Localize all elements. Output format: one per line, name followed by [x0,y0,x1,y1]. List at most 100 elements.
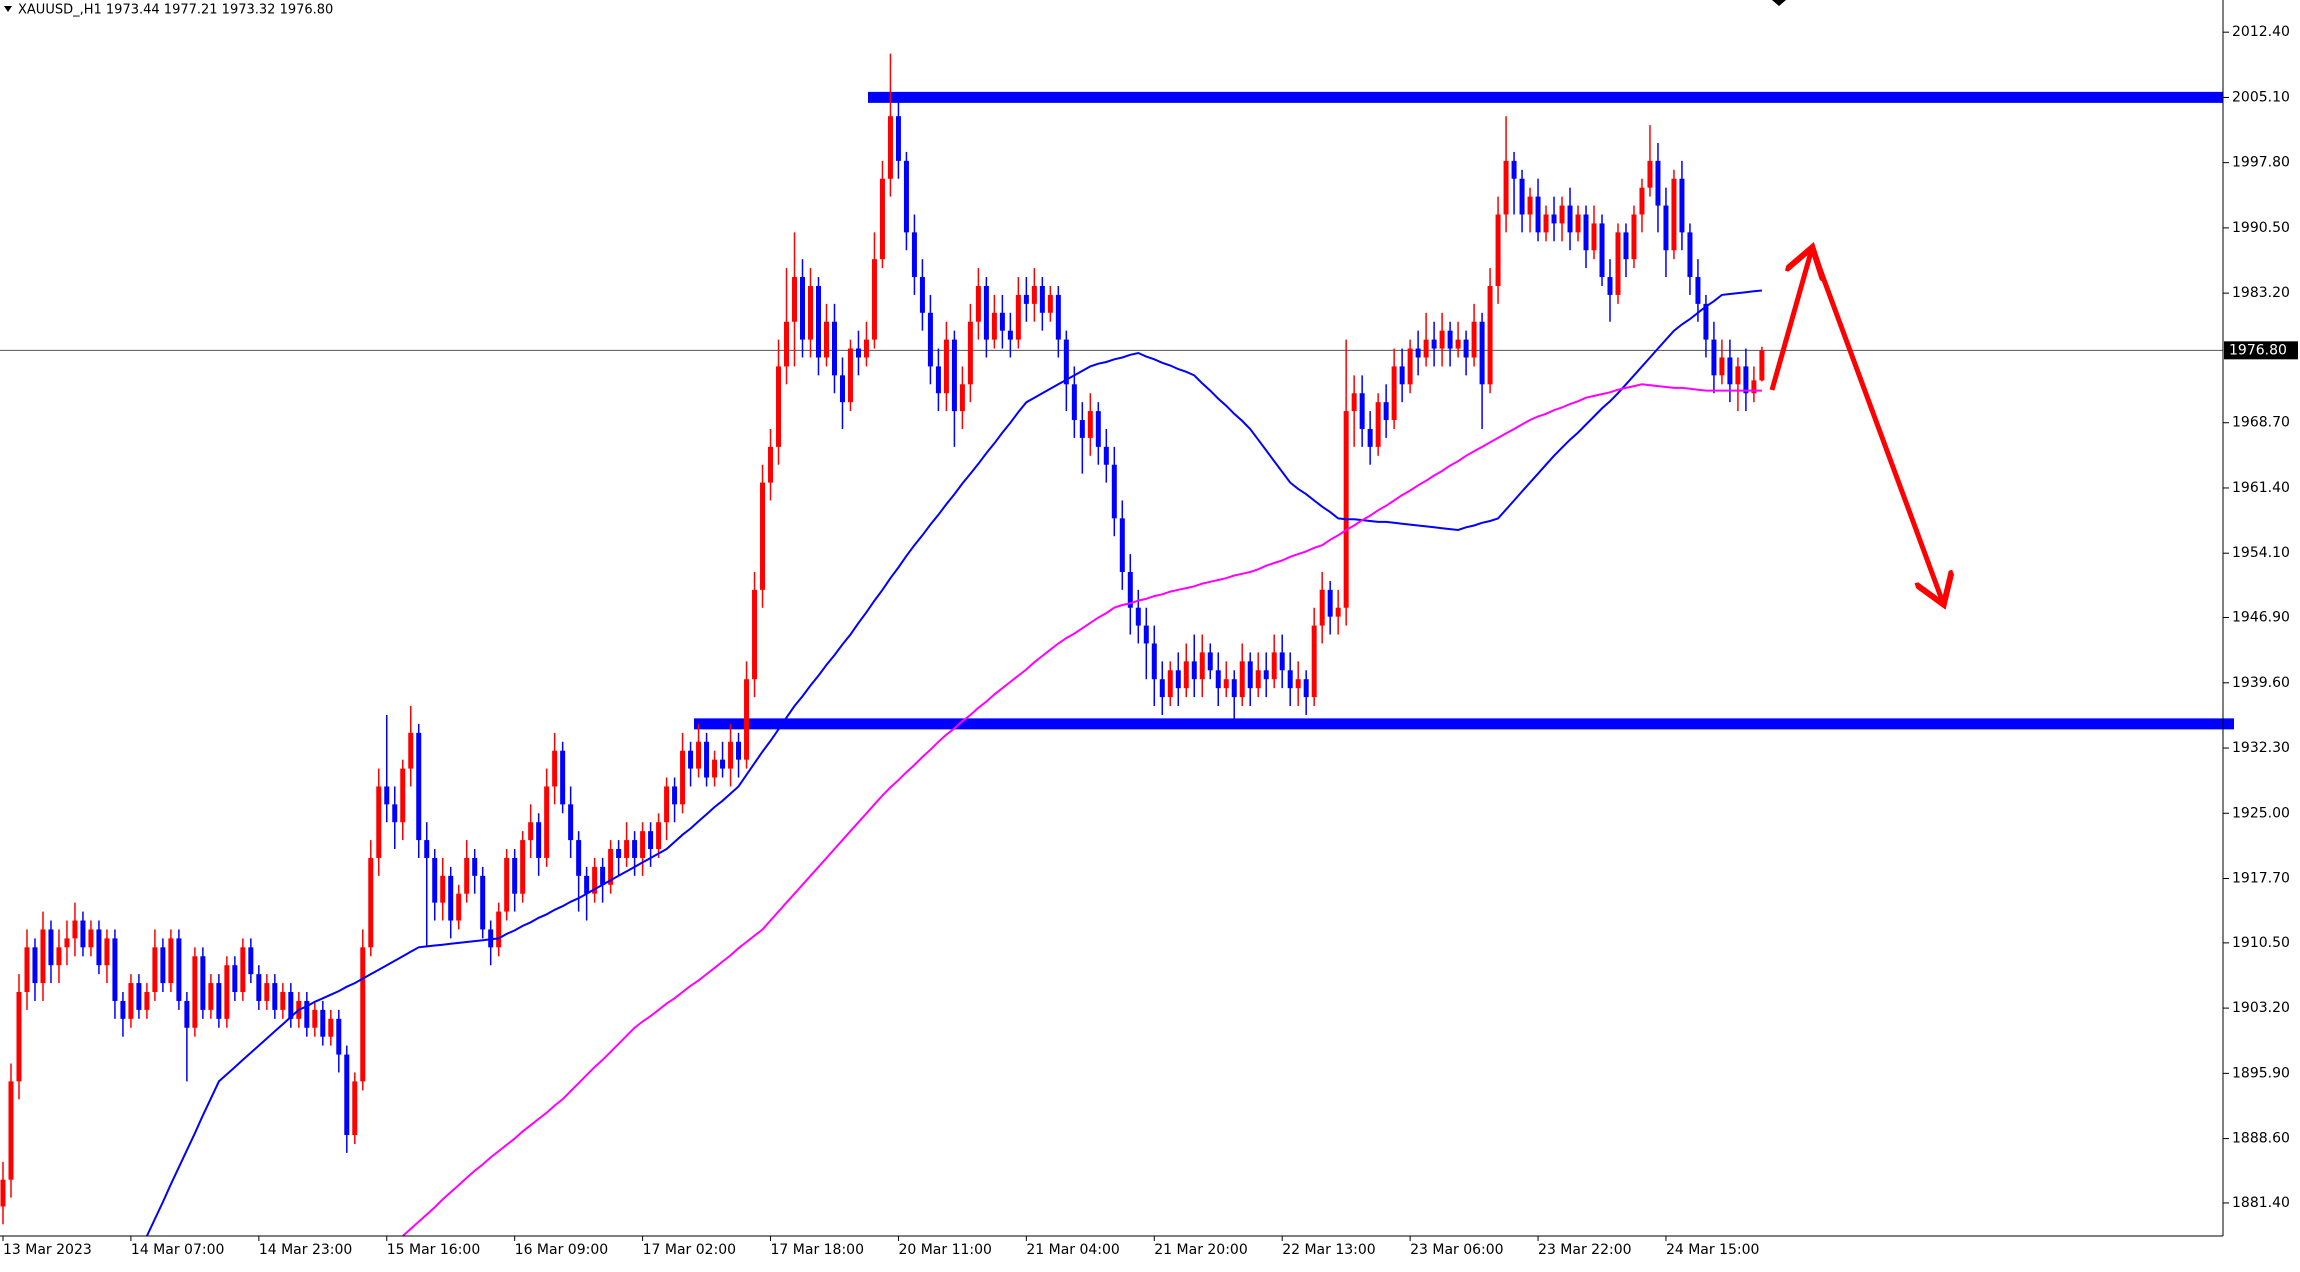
candle-body [1023,294,1029,304]
candle-body [744,679,750,760]
candle-body [56,947,62,966]
candle-body [672,786,678,805]
plot-area [0,53,2234,1237]
last-price-box [2224,341,2298,360]
candle-body [1591,223,1597,251]
candle-body [895,116,901,161]
candle-body [280,992,286,1010]
candle-body [8,1081,14,1180]
candle-body [1103,446,1109,465]
candle-body [863,339,869,358]
candle-body [512,857,518,894]
candle-body [1303,679,1309,698]
candle-body [1551,214,1557,224]
y-tick-label: 1946.90 [2232,610,2290,626]
candle-body [272,983,278,1010]
candle-body [248,947,254,975]
y-tick-label: 1954.10 [2232,545,2290,561]
candle-body [1135,607,1141,626]
candle-body [1487,285,1493,385]
candle-body [815,285,821,358]
candle-body [520,840,526,894]
candle-body [728,741,734,769]
candle-body [528,822,534,841]
x-tick-label: 22 Mar 13:00 [1282,1242,1375,1258]
candle-body [1031,285,1037,304]
candle-body [128,983,134,1019]
candle-body [136,983,142,1010]
candle-body [911,232,917,278]
candle-body [855,348,861,358]
candle-body [1431,339,1437,349]
candle-body [1295,679,1301,689]
candle-body [232,965,238,993]
y-tick-label: 1968.70 [2232,415,2290,431]
candle-body [1511,160,1517,179]
candle-body [1639,187,1645,215]
candle-body [959,384,965,412]
candle-body [1263,670,1269,680]
candle-body [360,947,366,1082]
candle-body [480,875,486,930]
candle-body [1199,652,1205,680]
candle-body [1015,294,1021,340]
candle-body [568,804,574,841]
candle-body [807,285,813,340]
candle-body [680,750,686,805]
y-tick-label: 1997.80 [2232,155,2290,171]
candle-body [1055,294,1061,340]
candle-body [871,259,877,340]
candle-body [1583,214,1589,251]
x-tick-label: 24 Mar 15:00 [1666,1242,1759,1258]
candle-body [224,965,230,1019]
candle-body [1695,277,1701,304]
candle-body [736,741,742,760]
candle-body [336,1018,342,1055]
candle-body [1647,160,1653,188]
candle-body [1343,411,1349,608]
candle-body [1479,321,1485,385]
candle-body [1231,679,1237,698]
candle-body [176,938,182,1001]
x-tick-label: 23 Mar 06:00 [1410,1242,1503,1258]
candle-body [752,589,758,680]
candle-body [576,840,582,876]
candle-body [32,947,38,984]
candle-body [887,116,893,179]
candle-body [1191,661,1197,680]
candle-body [1399,366,1405,385]
y-tick-label: 1895.90 [2232,1065,2290,1081]
candle-body [464,857,470,894]
candle-body [1119,518,1125,572]
candle-body [328,1018,334,1037]
candle-body [1151,643,1157,680]
candle-body [96,929,102,966]
candle-body [696,741,702,769]
candle-body [216,983,222,1019]
candle-body [208,983,214,1010]
last-price-label: 1976.80 [2229,342,2287,358]
candle-body [344,1054,350,1136]
candle-body [999,312,1005,331]
candle-body [1759,350,1765,381]
y-tick-label: 1961.40 [2232,480,2290,496]
candle-body [64,938,70,948]
candle-body [112,938,118,1001]
candle-body [1207,652,1213,671]
candle-body [152,947,158,993]
x-tick-label: 23 Mar 22:00 [1538,1242,1631,1258]
candle-body [632,840,638,858]
candle-body [640,831,646,858]
candle-body [1719,357,1725,376]
candle-body [368,857,374,948]
candle-body [160,947,166,984]
candle-body [1735,366,1741,385]
candle-body [48,929,54,966]
candle-body [768,446,774,483]
candle-body [496,911,502,948]
x-tick-label: 21 Mar 20:00 [1154,1242,1247,1258]
y-tick-label: 1925.00 [2232,805,2290,821]
candle-body [552,750,558,787]
candle-body [823,321,829,358]
candle-body [1247,661,1253,689]
